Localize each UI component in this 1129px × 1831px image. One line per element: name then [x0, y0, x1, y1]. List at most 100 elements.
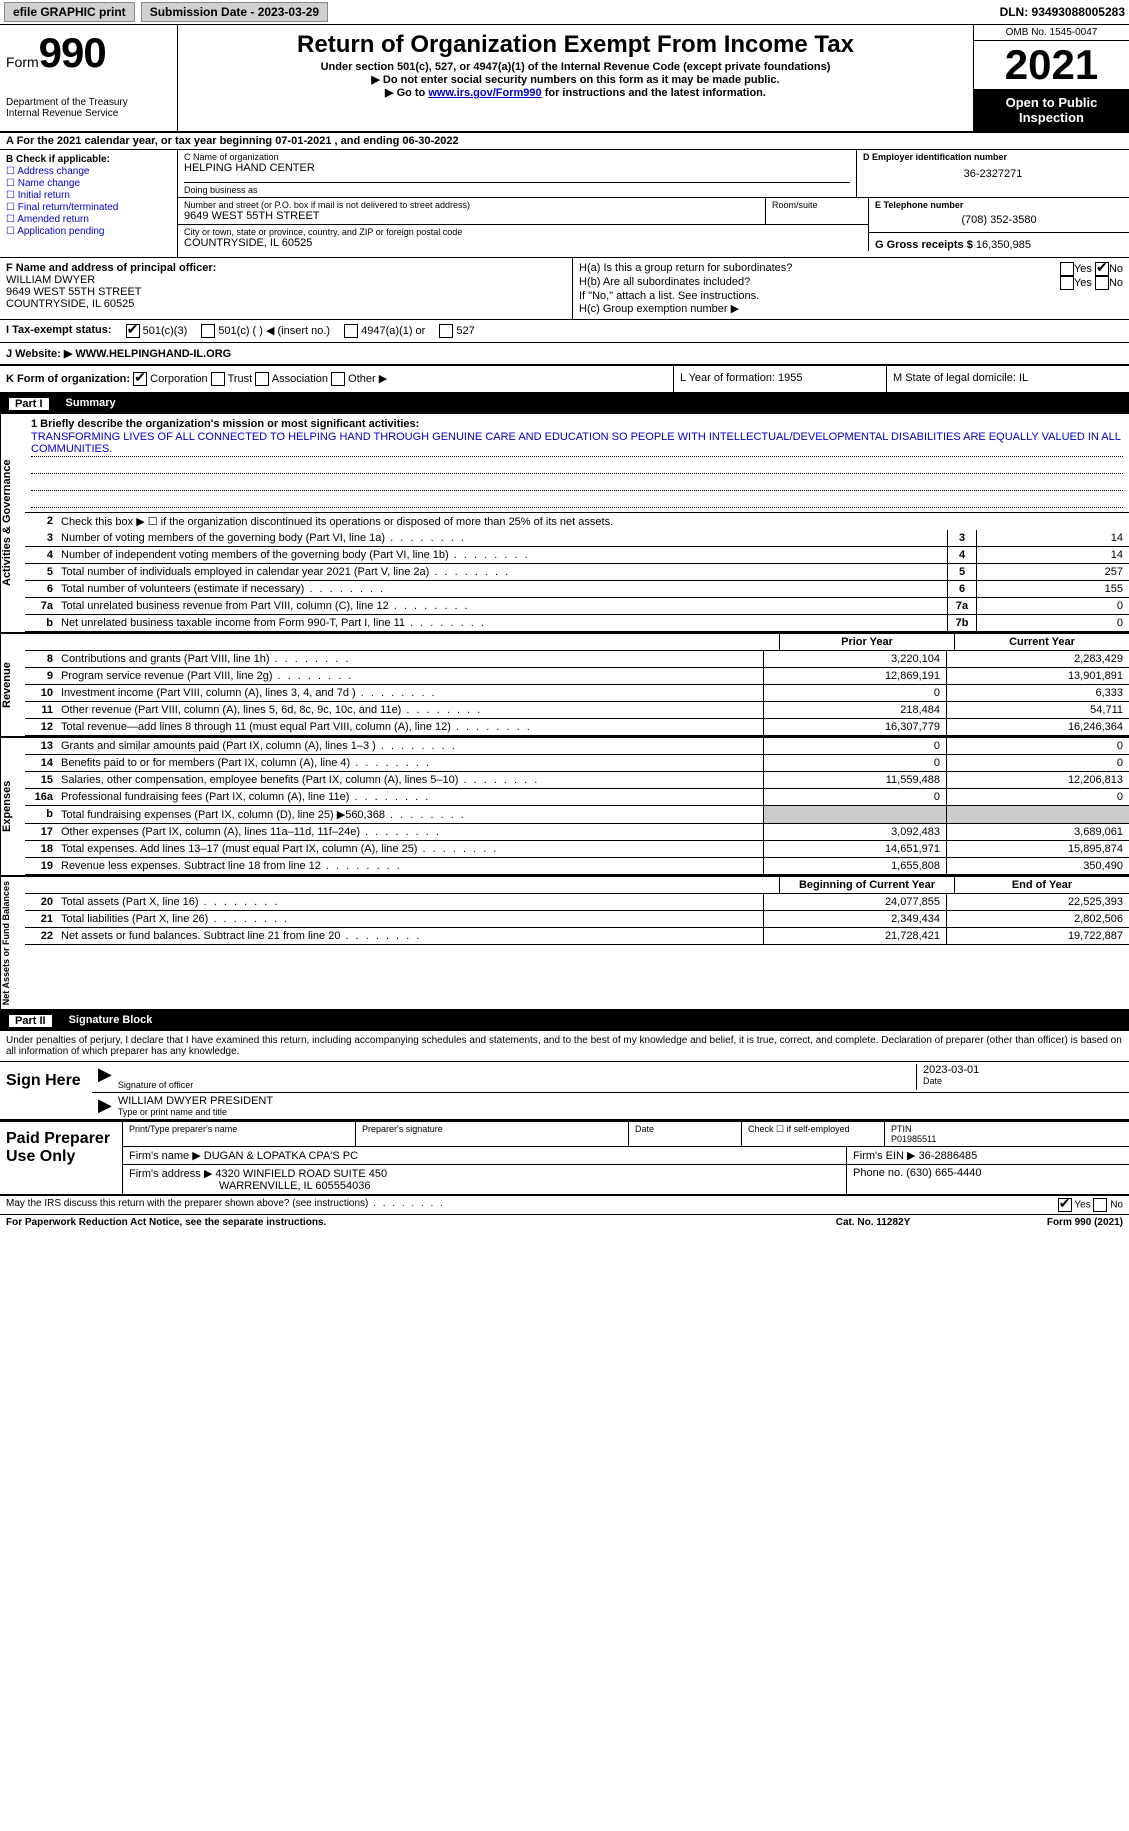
org-name: HELPING HAND CENTER [184, 162, 850, 174]
chk-address-change[interactable]: ☐ Address change [6, 166, 171, 177]
prior-value: 24,077,855 [763, 894, 946, 910]
chk-4947[interactable] [344, 324, 358, 338]
name-title-label: Type or print name and title [118, 1107, 1123, 1117]
prior-value: 2,349,434 [763, 911, 946, 927]
firm-addr1: 4320 WINFIELD ROAD SUITE 450 [215, 1168, 387, 1180]
prior-value: 218,484 [763, 702, 946, 718]
chk-assoc[interactable] [255, 372, 269, 386]
chk-501c[interactable] [201, 324, 215, 338]
irs-label: Internal Revenue Service [6, 108, 171, 119]
prior-value: 16,307,779 [763, 719, 946, 735]
discuss-no[interactable] [1093, 1198, 1107, 1212]
sig-date-label: Date [923, 1076, 1123, 1086]
hb-no[interactable] [1095, 276, 1109, 290]
row-a-tax-year: A For the 2021 calendar year, or tax yea… [0, 133, 1129, 150]
efile-button[interactable]: efile GRAPHIC print [4, 2, 135, 22]
summary-value: 14 [976, 547, 1129, 563]
officer-addr1: 9649 WEST 55TH STREET [6, 286, 566, 298]
website-value: WWW.HELPINGHAND-IL.ORG [75, 348, 231, 360]
chk-app-pending[interactable]: ☐ Application pending [6, 226, 171, 237]
hdr-boy: Beginning of Current Year [779, 877, 954, 893]
current-value: 13,901,891 [946, 668, 1129, 684]
sig-declaration: Under penalties of perjury, I declare th… [0, 1031, 1129, 1061]
form-word: Form [6, 54, 39, 70]
prior-value: 0 [763, 738, 946, 754]
chk-corp[interactable] [133, 372, 147, 386]
line-text: Contributions and grants (Part VIII, lin… [57, 651, 763, 667]
tab-net-assets: Net Assets or Fund Balances [0, 877, 25, 1009]
prior-value: 3,220,104 [763, 651, 946, 667]
summary-value: 257 [976, 564, 1129, 580]
line-text: Total fundraising expenses (Part IX, col… [57, 806, 763, 823]
summary-value: 155 [976, 581, 1129, 597]
chk-amended[interactable]: ☐ Amended return [6, 214, 171, 225]
firm-ein: 36-2886485 [919, 1150, 978, 1162]
instr-2: ▶ Go to www.irs.gov/Form990 for instruct… [186, 86, 965, 99]
line-text: Total assets (Part X, line 16) [57, 894, 763, 910]
hdr-current-year: Current Year [954, 634, 1129, 650]
line-text: Total expenses. Add lines 13–17 (must eq… [57, 841, 763, 857]
ha-label: H(a) Is this a group return for subordin… [579, 262, 1060, 276]
chk-trust[interactable] [211, 372, 225, 386]
line-text: Salaries, other compensation, employee b… [57, 772, 763, 788]
hdr-eoy: End of Year [954, 877, 1129, 893]
firm-addr2: WARRENVILLE, IL 605554036 [129, 1180, 840, 1192]
prep-sig-hdr: Preparer's signature [356, 1122, 629, 1146]
paid-preparer-label: Paid Preparer Use Only [0, 1122, 123, 1194]
dln: DLN: 93493088005283 [1000, 5, 1125, 19]
firm-name: DUGAN & LOPATKA CPA'S PC [204, 1150, 358, 1162]
dba-label: Doing business as [184, 182, 850, 195]
chk-501c3[interactable] [126, 324, 140, 338]
current-value: 2,802,506 [946, 911, 1129, 927]
summary-value: 0 [976, 615, 1129, 631]
form-subtitle: Under section 501(c), 527, or 4947(a)(1)… [186, 61, 965, 73]
summary-line: Total unrelated business revenue from Pa… [57, 598, 947, 614]
form-number: 990 [39, 29, 106, 76]
officer-addr2: COUNTRYSIDE, IL 60525 [6, 298, 566, 310]
current-value: 16,246,364 [946, 719, 1129, 735]
city-label: City or town, state or province, country… [184, 227, 862, 237]
form-header: Form990 Department of the Treasury Inter… [0, 25, 1129, 133]
summary-line: Total number of volunteers (estimate if … [57, 581, 947, 597]
prior-value: 0 [763, 789, 946, 805]
prior-value: 14,651,971 [763, 841, 946, 857]
officer-name-title: WILLIAM DWYER PRESIDENT [118, 1095, 1123, 1107]
line-text: Investment income (Part VIII, column (A)… [57, 685, 763, 701]
prep-name-hdr: Print/Type preparer's name [123, 1122, 356, 1146]
current-value: 12,206,813 [946, 772, 1129, 788]
hb-yes[interactable] [1060, 276, 1074, 290]
current-value: 0 [946, 789, 1129, 805]
irs-link[interactable]: www.irs.gov/Form990 [428, 87, 541, 99]
room-label: Room/suite [772, 200, 862, 210]
street-address: 9649 WEST 55TH STREET [184, 210, 759, 222]
summary-line: Total number of individuals employed in … [57, 564, 947, 580]
tax-status-row: I Tax-exempt status: 501(c)(3) 501(c) ( … [0, 320, 1129, 343]
instr-1: ▶ Do not enter social security numbers o… [186, 73, 965, 86]
tax-year: 2021 [974, 41, 1129, 89]
name-label: C Name of organization [184, 152, 850, 162]
current-value: 6,333 [946, 685, 1129, 701]
current-value: 15,895,874 [946, 841, 1129, 857]
part2-header: Part II Signature Block [0, 1011, 1129, 1031]
chk-other[interactable] [331, 372, 345, 386]
tab-expenses: Expenses [0, 738, 25, 875]
ein-value: 36-2327271 [863, 162, 1123, 186]
prior-value: 3,092,483 [763, 824, 946, 840]
prior-value [763, 806, 946, 823]
hdr-prior-year: Prior Year [779, 634, 954, 650]
discuss-yes[interactable] [1058, 1198, 1072, 1212]
ha-yes[interactable] [1060, 262, 1074, 276]
current-value [946, 806, 1129, 823]
hc-label: H(c) Group exemption number ▶ [579, 302, 1123, 315]
chk-initial-return[interactable]: ☐ Initial return [6, 190, 171, 201]
ha-no[interactable] [1095, 262, 1109, 276]
may-discuss: May the IRS discuss this return with the… [6, 1198, 1058, 1212]
part1-header: Part I Summary [0, 394, 1129, 414]
prior-value: 1,655,808 [763, 858, 946, 874]
chk-527[interactable] [439, 324, 453, 338]
chk-name-change[interactable]: ☐ Name change [6, 178, 171, 189]
tab-activities: Activities & Governance [0, 414, 25, 632]
prep-self-emp: Check ☐ if self-employed [742, 1122, 885, 1146]
ptin-value: P01985511 [891, 1134, 1123, 1144]
chk-final-return[interactable]: ☐ Final return/terminated [6, 202, 171, 213]
